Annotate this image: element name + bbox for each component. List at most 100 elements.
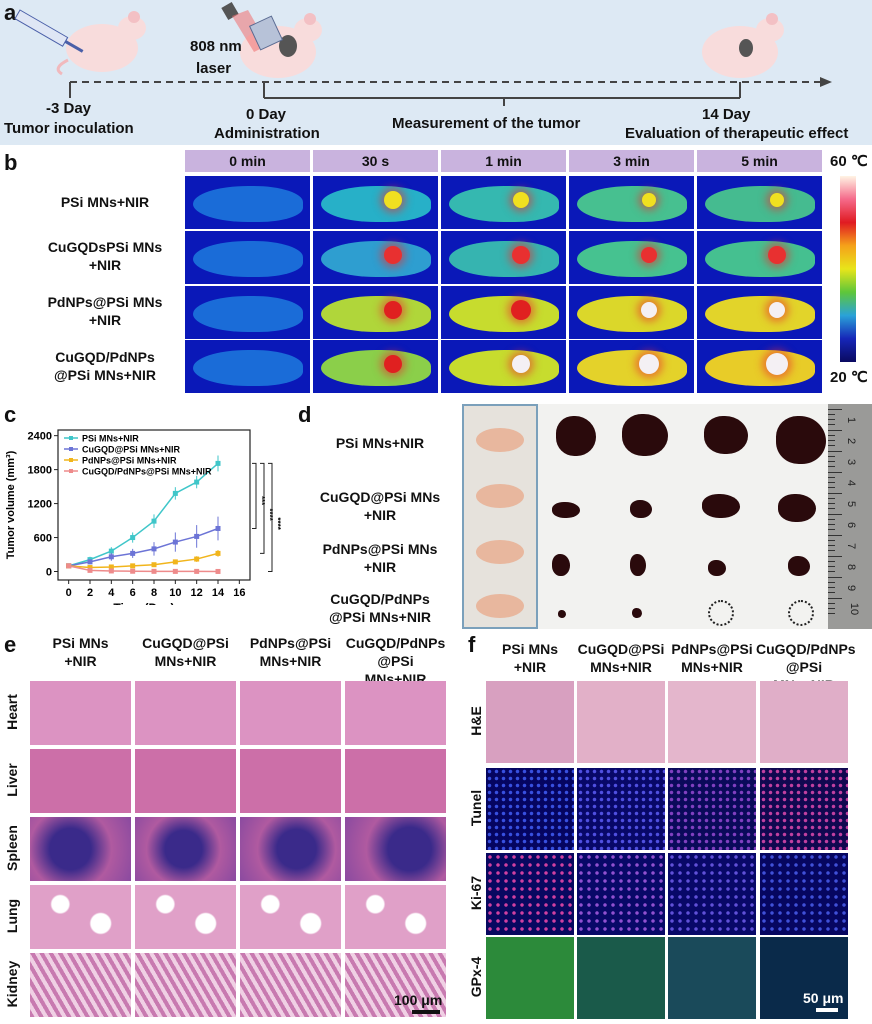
mice-photo-column	[462, 404, 538, 629]
tumor-hotspot	[384, 191, 402, 209]
panel-label-e: e	[4, 632, 17, 657]
data-point	[151, 518, 157, 524]
histology-image	[240, 953, 341, 1017]
histology-image	[345, 749, 446, 813]
mouse-thermal-silhouette	[321, 350, 431, 386]
tumor-hotspot	[766, 353, 788, 375]
tumor	[778, 494, 816, 522]
tumor	[556, 416, 596, 456]
tumor	[776, 416, 826, 464]
ruler-tick	[828, 550, 835, 551]
staining-image	[486, 681, 574, 763]
mouse-thermal-silhouette	[577, 350, 687, 386]
ruler-tick	[828, 472, 842, 473]
ruler-tick	[828, 477, 835, 478]
temperature-colorbar	[840, 176, 856, 362]
ruler-number: 6	[845, 521, 858, 529]
tumor-hotspot	[512, 355, 530, 373]
ruler-tick	[828, 519, 835, 520]
data-point	[215, 460, 221, 466]
time-header: 0 min	[185, 150, 310, 172]
tumor-volume-chart: 0 600 1200 1800 2400 0 2 4 6 8 10 12 14 16 Time (Day) T…	[5, 429, 282, 605]
mouse-thermal-silhouette	[705, 350, 815, 386]
ruler-tick	[828, 445, 835, 446]
tumor-hotspot	[770, 193, 784, 207]
histology-image	[345, 681, 446, 745]
time-header: 1 min	[441, 150, 566, 172]
tumor	[552, 554, 570, 576]
staining-image	[760, 768, 848, 850]
tumor	[552, 502, 580, 518]
time-header: 5 min	[697, 150, 822, 172]
data-point	[151, 568, 157, 574]
mouse-thermal-silhouette	[321, 186, 431, 222]
data-point	[215, 550, 221, 556]
significance-stars: ****	[265, 508, 274, 521]
tumor	[630, 500, 652, 518]
tumor-hotspot	[513, 192, 529, 208]
ruler-number: 7	[845, 542, 858, 550]
data-point	[108, 564, 114, 570]
ruler-tick	[828, 524, 835, 525]
thermal-image	[441, 340, 566, 393]
thermal-image	[697, 286, 822, 339]
ruler-tick	[828, 461, 835, 462]
mouse-thermal-silhouette	[321, 241, 431, 277]
histology-image	[135, 817, 236, 881]
x-tick-label: 14	[212, 587, 225, 599]
staining-image	[486, 937, 574, 1019]
laser-wavelength: 808 nm	[190, 38, 242, 55]
x-tick-label: 10	[169, 587, 181, 599]
tumor-row-label: PSi MNs+NIR	[335, 435, 425, 451]
tumor-row-label: PdNPs@PSi MNs +NIR	[322, 541, 438, 575]
histology-column-header: CuGQD@PSi MNs+NIR	[142, 635, 229, 669]
legend-marker	[69, 458, 73, 462]
data-point	[194, 556, 200, 562]
data-point	[215, 568, 221, 574]
x-tick-label: 0	[66, 587, 72, 599]
x-tick-label: 6	[130, 587, 136, 599]
ruler-tick	[828, 577, 842, 578]
mouse-photo	[476, 428, 524, 452]
significance-bracket	[268, 462, 273, 572]
ruler-number: 1	[845, 416, 858, 424]
data-point	[130, 550, 136, 556]
tumor	[704, 416, 748, 454]
series-line	[68, 462, 219, 567]
tumor	[630, 554, 646, 576]
legend-label: CuGQD/PdNPs@PSi MNs+NIR	[82, 467, 212, 477]
timeline-panel: a	[0, 0, 872, 145]
thermal-row-label: PSi MNs+NIR	[60, 194, 150, 210]
y-tick-label: 1200	[28, 499, 52, 511]
organ-label: Kidney	[4, 960, 20, 1008]
staining-image	[577, 768, 665, 850]
legend-label: PdNPs@PSi MNs+NIR	[82, 456, 177, 466]
ruler-number: 4	[845, 479, 858, 487]
tumor-hotspot	[642, 193, 656, 207]
histology-column-header: CuGQD/PdNPs @PSi MNs+NIR	[345, 635, 446, 687]
scale-max-label: 60 ℃	[830, 153, 868, 170]
data-point	[66, 563, 72, 569]
mouse-thermal-silhouette	[449, 350, 559, 386]
ruler-tick	[828, 582, 835, 583]
thermal-image	[313, 340, 438, 393]
x-tick-label: 8	[151, 587, 157, 599]
histology-image	[345, 817, 446, 881]
mouse-thermal-silhouette	[577, 296, 687, 332]
mouse-icon	[702, 13, 784, 78]
staining-image	[760, 853, 848, 935]
organ-label: Heart	[4, 694, 20, 730]
staining-image	[668, 937, 756, 1019]
data-point	[215, 525, 221, 531]
panel-label-c: c	[4, 402, 17, 427]
ruler-tick	[828, 561, 835, 562]
tumor-hotspot	[769, 302, 785, 318]
tumor-hotspot	[641, 302, 657, 318]
panel-label-b: b	[4, 150, 18, 175]
laser-icon	[221, 1, 284, 52]
staining-image	[577, 937, 665, 1019]
thermal-image	[697, 176, 822, 229]
data-point	[151, 562, 157, 568]
mouse-thermal-silhouette	[193, 241, 303, 277]
histology-image	[30, 749, 131, 813]
